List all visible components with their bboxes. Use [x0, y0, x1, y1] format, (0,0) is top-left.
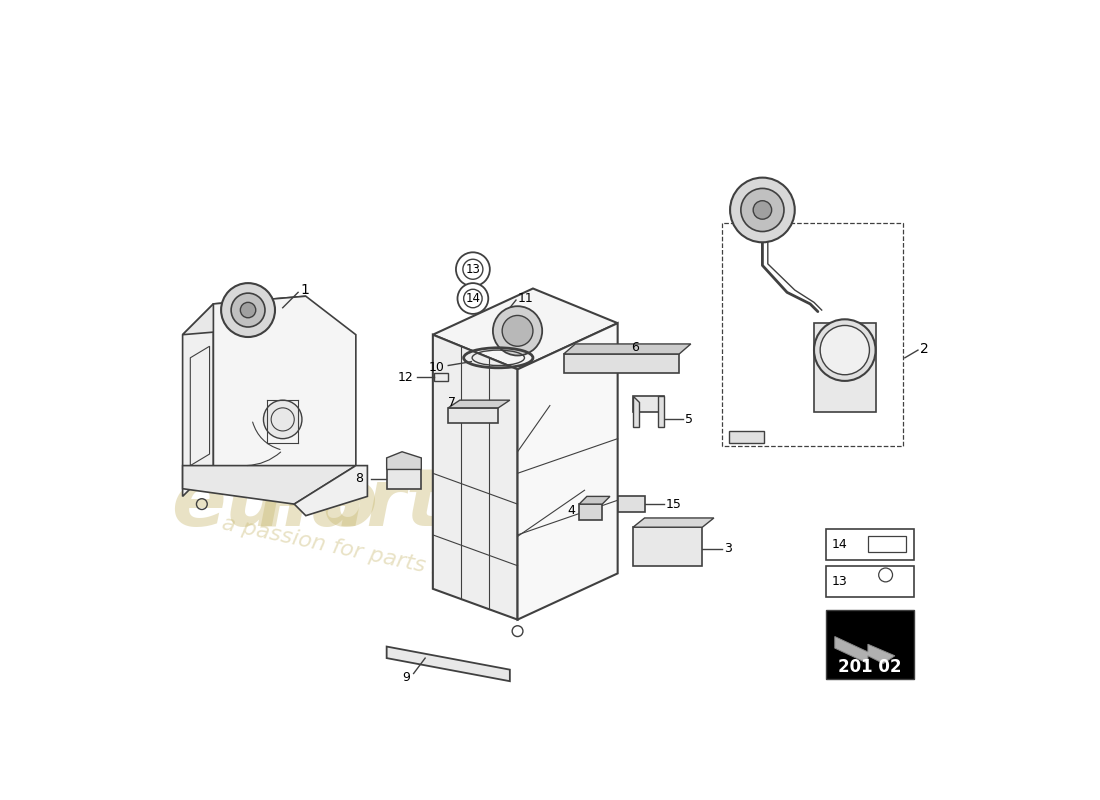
Circle shape — [455, 252, 490, 286]
Text: 13: 13 — [832, 574, 847, 587]
Polygon shape — [825, 566, 914, 597]
Polygon shape — [580, 504, 603, 519]
Text: 4: 4 — [568, 504, 575, 517]
Text: a passion for parts since 1985: a passion for parts since 1985 — [220, 514, 553, 602]
Circle shape — [493, 306, 542, 355]
Polygon shape — [449, 400, 510, 408]
Text: 8: 8 — [355, 472, 363, 485]
Polygon shape — [213, 296, 356, 496]
Circle shape — [730, 178, 794, 242]
Circle shape — [821, 326, 869, 374]
Text: 201 02: 201 02 — [838, 658, 902, 676]
Circle shape — [231, 293, 265, 327]
Text: 14: 14 — [832, 538, 847, 550]
Polygon shape — [729, 431, 763, 442]
Polygon shape — [634, 527, 703, 566]
Circle shape — [241, 302, 255, 318]
Polygon shape — [825, 529, 914, 559]
Polygon shape — [295, 466, 367, 516]
Polygon shape — [658, 396, 664, 427]
Text: 13: 13 — [465, 262, 481, 276]
Polygon shape — [634, 518, 714, 527]
Polygon shape — [618, 496, 645, 512]
Polygon shape — [835, 637, 895, 663]
Text: 10: 10 — [429, 361, 444, 374]
Text: 2: 2 — [921, 342, 929, 355]
Text: 6: 6 — [630, 342, 639, 354]
Text: Parts: Parts — [257, 465, 493, 543]
Circle shape — [264, 400, 301, 438]
Circle shape — [464, 290, 482, 308]
Polygon shape — [433, 334, 517, 619]
Polygon shape — [825, 610, 914, 679]
Polygon shape — [814, 323, 876, 412]
Text: 1: 1 — [300, 283, 309, 297]
Text: 12: 12 — [398, 370, 414, 383]
Circle shape — [502, 315, 532, 346]
Circle shape — [814, 319, 876, 381]
Polygon shape — [387, 646, 510, 682]
Text: 11: 11 — [517, 292, 534, 305]
Polygon shape — [517, 323, 618, 619]
Polygon shape — [563, 344, 691, 354]
Circle shape — [221, 283, 275, 337]
Circle shape — [463, 259, 483, 279]
Text: 15: 15 — [666, 498, 681, 510]
Text: euro: euro — [172, 465, 378, 543]
Polygon shape — [183, 296, 306, 334]
Circle shape — [458, 283, 488, 314]
Text: 3: 3 — [724, 542, 732, 555]
Polygon shape — [563, 354, 680, 373]
Polygon shape — [449, 408, 498, 423]
Polygon shape — [634, 396, 639, 427]
Text: 7: 7 — [448, 396, 455, 409]
Polygon shape — [387, 452, 421, 470]
Text: 5: 5 — [685, 413, 693, 426]
Polygon shape — [634, 396, 664, 412]
Text: 9: 9 — [403, 671, 410, 684]
Text: 14: 14 — [465, 292, 481, 305]
Polygon shape — [183, 466, 356, 504]
Polygon shape — [580, 496, 609, 504]
Circle shape — [740, 189, 784, 231]
Polygon shape — [433, 289, 618, 370]
Circle shape — [754, 201, 772, 219]
Polygon shape — [387, 470, 421, 489]
Polygon shape — [183, 304, 213, 496]
